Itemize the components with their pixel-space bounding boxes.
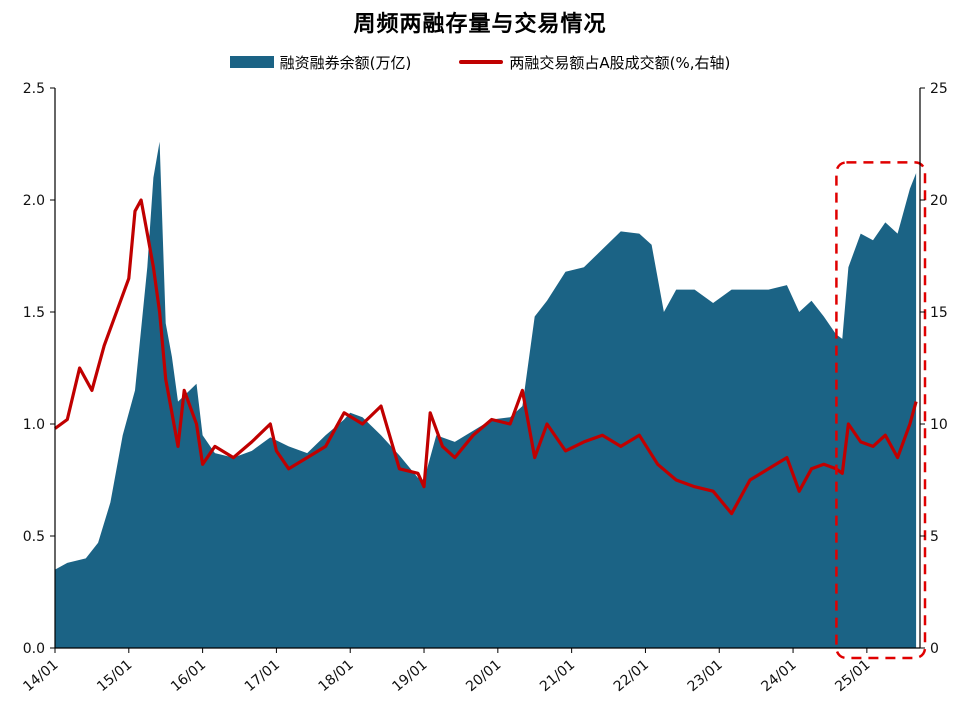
y-tick-label-right: 5: [930, 529, 939, 545]
y-tick-label-right: 10: [930, 417, 948, 433]
y-tick-label-right: 20: [930, 193, 948, 209]
legend-swatch-balance: [229, 56, 274, 68]
y-tick-label-right: 25: [930, 81, 948, 97]
legend-item-share: 两融交易额占A股成交额(%,右轴): [459, 52, 730, 73]
legend-item-balance: 融资融券余额(万亿): [229, 52, 412, 73]
y-tick-label-left: 0.5: [23, 529, 45, 545]
y-tick-label-right: 15: [930, 305, 948, 321]
x-tick-label: 22/01: [611, 657, 652, 695]
chart-title: 周频两融存量与交易情况: [353, 12, 607, 37]
y-tick-label-left: 0.0: [23, 641, 45, 657]
x-tick-label: 19/01: [389, 657, 430, 695]
legend-label-share: 两融交易额占A股成交额(%,右轴): [509, 53, 731, 72]
y-tick-label-right: 0: [930, 641, 939, 657]
y-tick-label-left: 2.0: [23, 193, 45, 209]
x-tick-label: 23/01: [685, 657, 726, 695]
series-margin-balance-area: [55, 141, 917, 649]
x-tick-label: 20/01: [463, 657, 504, 695]
x-tick-label: 24/01: [758, 657, 799, 695]
y-tick-label-left: 2.5: [23, 81, 45, 97]
series-share-line: [54, 198, 918, 516]
highlight-box: [835, 161, 927, 660]
legend: 融资融券余额(万亿) 两融交易额占A股成交额(%,右轴): [0, 50, 960, 74]
x-tick-label: 25/01: [832, 657, 873, 695]
x-tick-label: 17/01: [242, 657, 283, 695]
x-tick-label: 21/01: [537, 657, 578, 695]
x-tick-label: 18/01: [316, 657, 357, 695]
y-tick-label-left: 1.5: [23, 305, 45, 321]
x-tick-label: 15/01: [94, 657, 135, 695]
x-tick-label: 14/01: [20, 657, 61, 695]
x-tick-label: 16/01: [168, 657, 209, 695]
legend-label-balance: 融资融券余额(万亿): [279, 53, 412, 72]
legend-swatch-share: [459, 60, 504, 64]
y-tick-label-left: 1.0: [23, 417, 45, 433]
